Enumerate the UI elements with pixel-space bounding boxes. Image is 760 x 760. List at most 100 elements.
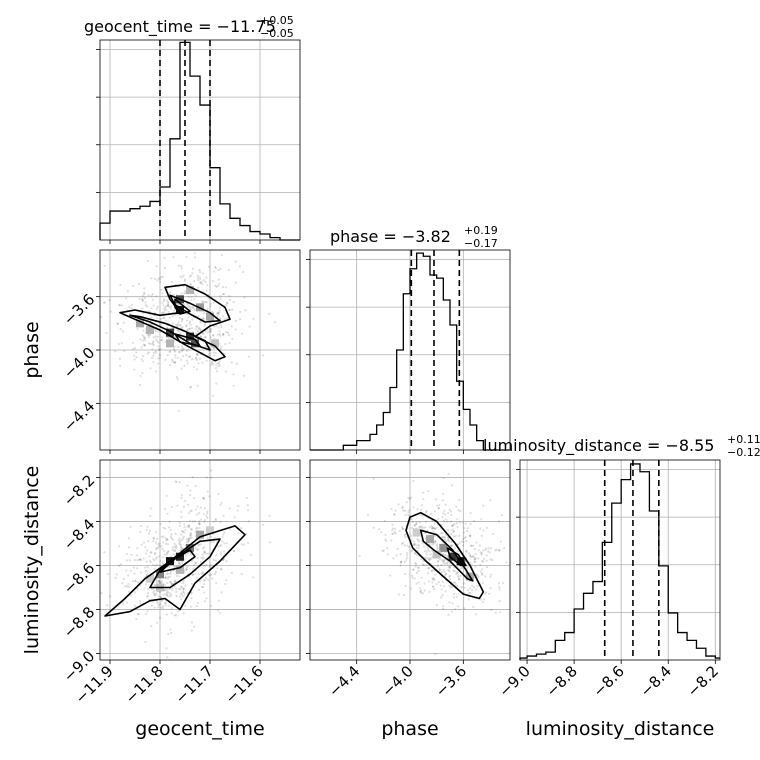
histogram-steps xyxy=(519,463,720,660)
sample-point xyxy=(418,544,421,547)
sample-point xyxy=(140,346,143,349)
sample-point xyxy=(177,345,180,349)
axes-frame xyxy=(309,249,511,451)
sample-point xyxy=(430,569,433,572)
sample-point xyxy=(141,360,144,363)
sample-point xyxy=(174,532,177,535)
sample-point xyxy=(414,522,417,526)
sample-point xyxy=(219,334,222,337)
sample-point xyxy=(422,498,425,501)
sample-point xyxy=(139,571,143,574)
sample-point xyxy=(156,335,160,338)
sample-point xyxy=(187,538,190,541)
sample-point xyxy=(441,580,444,583)
sample-point xyxy=(214,517,217,521)
sample-point xyxy=(208,564,211,567)
sample-point xyxy=(214,351,217,354)
sample-point xyxy=(170,582,174,586)
sample-point xyxy=(151,341,155,344)
sample-point xyxy=(105,604,109,607)
sample-point xyxy=(188,322,191,325)
sample-point xyxy=(234,319,237,323)
sample-point xyxy=(146,525,149,528)
sample-point xyxy=(201,301,204,304)
sample-point xyxy=(159,276,163,279)
sample-point xyxy=(170,505,173,509)
sample-point xyxy=(390,539,393,542)
title-phase-plus: +0.19 xyxy=(464,224,498,237)
sample-point xyxy=(435,583,438,586)
sample-point xyxy=(194,561,197,564)
sample-point xyxy=(194,572,197,575)
sample-point xyxy=(156,317,159,320)
sample-point xyxy=(197,327,200,330)
sample-point xyxy=(412,568,415,571)
sample-point xyxy=(157,347,161,351)
sample-point xyxy=(426,529,429,532)
sample-point xyxy=(225,302,229,305)
sample-point xyxy=(185,319,189,322)
sample-point xyxy=(429,557,432,560)
sample-point xyxy=(228,294,231,298)
sample-point xyxy=(479,563,482,566)
sample-point xyxy=(182,535,185,538)
sample-point xyxy=(159,522,162,526)
sample-point xyxy=(224,370,228,373)
sample-point xyxy=(182,588,185,592)
sample-point xyxy=(206,510,209,513)
sample-point xyxy=(406,554,409,557)
sample-point xyxy=(489,575,492,578)
sample-point xyxy=(451,524,454,527)
sample-point xyxy=(162,593,165,596)
sample-point xyxy=(152,340,155,343)
sample-point xyxy=(413,524,416,527)
sample-point xyxy=(157,595,160,598)
sample-point xyxy=(155,548,158,551)
sample-point xyxy=(193,256,196,259)
sample-point xyxy=(183,278,186,281)
sample-point xyxy=(431,526,434,529)
sample-point xyxy=(158,544,161,548)
sample-point xyxy=(474,557,478,560)
sample-point xyxy=(422,526,425,529)
sample-point xyxy=(404,513,407,517)
sample-point xyxy=(415,553,418,557)
sample-point xyxy=(151,348,154,351)
sample-point xyxy=(451,528,454,531)
sample-point xyxy=(449,544,453,547)
sample-point xyxy=(188,538,191,541)
sample-point xyxy=(225,303,228,307)
sample-point xyxy=(474,565,477,568)
sample-point xyxy=(471,554,475,557)
panel-phase-vs-luminosity_distance: −4.4 −4.0 −3.6 xyxy=(306,459,511,701)
density-contour xyxy=(104,525,246,617)
sample-point xyxy=(168,350,171,353)
sample-point xyxy=(252,576,255,579)
sample-point xyxy=(468,552,471,555)
sample-point xyxy=(196,601,199,604)
sample-point xyxy=(155,547,158,550)
sample-point xyxy=(425,520,428,523)
sample-point xyxy=(404,533,407,536)
sample-point xyxy=(169,535,173,538)
sample-point xyxy=(163,256,166,260)
sample-point xyxy=(425,509,428,513)
sample-point xyxy=(171,315,174,318)
sample-point xyxy=(217,493,220,496)
sample-point xyxy=(141,339,144,342)
sample-point xyxy=(203,546,206,549)
sample-point xyxy=(148,333,151,336)
sample-point xyxy=(220,253,224,257)
sample-point xyxy=(138,558,141,561)
sample-point xyxy=(434,540,437,543)
sample-point xyxy=(209,330,212,333)
sample-point xyxy=(444,513,447,516)
sample-point xyxy=(183,364,186,368)
sample-point xyxy=(189,534,192,537)
sample-point xyxy=(118,357,122,360)
density-cell xyxy=(146,326,154,334)
sample-point xyxy=(448,540,451,543)
sample-point xyxy=(397,503,400,506)
sample-point xyxy=(158,354,162,357)
sample-point xyxy=(469,512,472,515)
